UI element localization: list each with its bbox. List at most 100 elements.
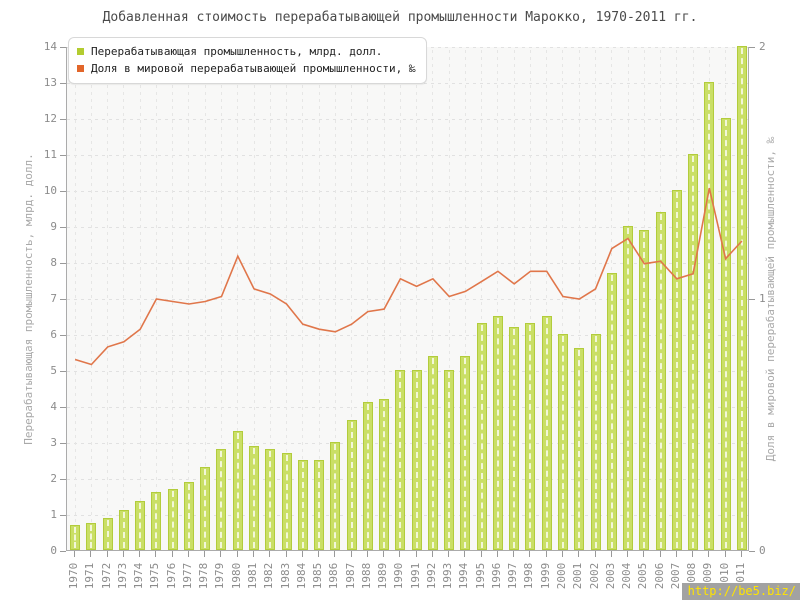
bar-1975[interactable] (151, 492, 162, 550)
legend-item-manufacturing[interactable]: Перерабатывающая промышленность, млрд. д… (77, 43, 416, 60)
y-left-tick-7 (60, 299, 66, 300)
bar-1980[interactable] (232, 431, 243, 550)
bar-stripe-1987 (350, 422, 353, 548)
y-left-tick-label-11: 11 (43, 148, 57, 161)
x-tick-label-1986: 1986 (327, 562, 341, 590)
bar-2003[interactable] (606, 272, 617, 550)
bar-1999[interactable] (541, 316, 552, 550)
bar-2002[interactable] (590, 334, 601, 550)
plot-area (66, 46, 749, 551)
x-tick-2006 (659, 551, 661, 557)
x-tick-2011 (740, 551, 742, 557)
bar-1981[interactable] (249, 445, 259, 550)
bar-2009[interactable] (704, 82, 715, 550)
bar-2010[interactable] (720, 118, 731, 550)
hgridline-10 (67, 190, 748, 192)
x-tick-1990 (399, 551, 401, 557)
y-left-tick-2 (60, 479, 66, 480)
bar-2008[interactable] (688, 154, 699, 550)
x-tick-1985 (318, 551, 320, 557)
world-share-line[interactable] (74, 187, 743, 366)
bar-2006[interactable] (655, 211, 666, 550)
bar-1993[interactable] (444, 370, 455, 550)
bar-2001[interactable] (574, 348, 585, 550)
bar-1991[interactable] (411, 370, 422, 550)
bar-stripe-2011 (740, 48, 743, 548)
bar-1976[interactable] (167, 488, 178, 550)
x-tick-label-1989: 1989 (376, 562, 390, 590)
bar-1985[interactable] (314, 460, 325, 550)
bar-stripe-2002 (594, 336, 597, 548)
x-tick-label-1973: 1973 (115, 562, 129, 590)
bar-1977[interactable] (183, 481, 194, 550)
vgridline-1983 (286, 47, 288, 550)
bar-1996[interactable] (492, 316, 503, 550)
y-left-tick-label-14: 14 (43, 40, 57, 53)
bar-1994[interactable] (460, 355, 471, 550)
bar-1970[interactable] (70, 524, 81, 550)
bar-1978[interactable] (200, 467, 211, 550)
x-tick-1980 (236, 551, 238, 557)
x-tick-1977 (187, 551, 189, 557)
line-series-swatch-icon (77, 65, 84, 72)
bar-stripe-2005 (643, 231, 646, 548)
bar-1972[interactable] (102, 517, 113, 550)
y-left-tick-4 (60, 407, 66, 408)
bar-2000[interactable] (557, 334, 568, 550)
bar-1986[interactable] (330, 442, 341, 550)
hgridline-1 (67, 514, 748, 516)
vgridline-1994 (464, 47, 466, 550)
legend-item-world-share[interactable]: Доля в мировой перерабатывающей промышле… (77, 60, 416, 77)
bar-1983[interactable] (281, 452, 292, 550)
vgridline-2000 (562, 47, 564, 550)
bar-stripe-2003 (610, 274, 613, 548)
x-tick-label-1991: 1991 (408, 562, 422, 590)
bar-1984[interactable] (297, 460, 308, 550)
x-tick-label-1978: 1978 (197, 562, 211, 590)
vgridline-1997 (513, 47, 515, 550)
bar-stripe-1992 (431, 357, 434, 548)
x-tick-1974 (139, 551, 141, 557)
y-left-tick-label-1: 1 (50, 508, 57, 521)
legend: Перерабатывающая промышленность, млрд. д… (68, 37, 427, 84)
bar-stripe-1991 (415, 372, 418, 548)
bar-1987[interactable] (346, 420, 357, 550)
bar-1997[interactable] (509, 326, 520, 550)
bar-stripe-2008 (692, 156, 695, 548)
hgridline-3 (67, 442, 748, 444)
bar-1998[interactable] (525, 323, 536, 550)
legend-label-world-share: Доля в мировой перерабатывающей промышле… (91, 62, 416, 75)
bar-1982[interactable] (265, 449, 276, 550)
bar-1988[interactable] (362, 402, 373, 550)
vgridline-1982 (269, 47, 271, 550)
bar-1979[interactable] (216, 449, 227, 550)
bar-stripe-1983 (285, 454, 288, 548)
bar-1992[interactable] (427, 355, 438, 550)
bar-1973[interactable] (118, 510, 129, 550)
bar-1971[interactable] (86, 523, 97, 550)
y-left-tick-label-3: 3 (50, 436, 57, 449)
x-tick-2007 (675, 551, 677, 557)
x-tick-label-1980: 1980 (229, 562, 243, 590)
bar-2011[interactable] (736, 46, 747, 550)
vgridline-1970 (74, 47, 76, 550)
x-tick-label-1994: 1994 (457, 562, 471, 590)
hgridline-2 (67, 478, 748, 480)
bar-1995[interactable] (476, 323, 487, 550)
y-left-tick-0 (60, 551, 66, 552)
bar-stripe-1996 (496, 318, 499, 548)
hgridline-9 (67, 226, 748, 228)
x-tick-label-1999: 1999 (538, 562, 552, 590)
x-tick-label-2000: 2000 (554, 562, 568, 590)
y-left-tick-5 (60, 371, 66, 372)
bar-2004[interactable] (623, 226, 634, 550)
bar-1974[interactable] (135, 501, 146, 550)
bar-2007[interactable] (671, 190, 682, 550)
watermark-link[interactable]: http://be5.biz/ (681, 583, 800, 600)
y-left-tick-label-4: 4 (50, 400, 57, 413)
y-right-tick-1 (749, 299, 755, 300)
bar-1990[interactable] (395, 370, 406, 550)
bar-2005[interactable] (639, 229, 650, 550)
bar-1989[interactable] (379, 398, 390, 550)
bar-stripe-1994 (464, 357, 467, 548)
